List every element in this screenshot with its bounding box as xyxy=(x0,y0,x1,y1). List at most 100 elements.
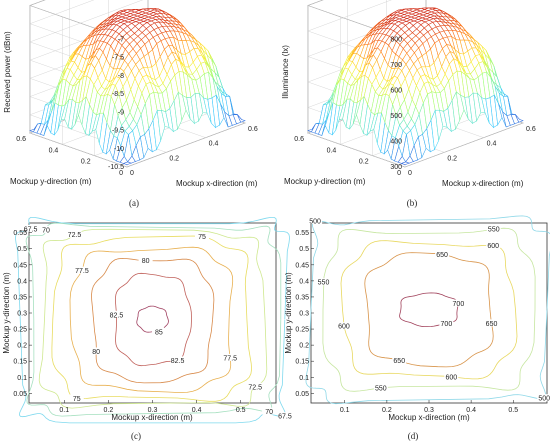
contour-line-77-5 xyxy=(69,246,234,394)
contour-label: 67.5 xyxy=(24,226,38,233)
panel-d-label: (d) xyxy=(408,431,419,441)
panel-d-xlabel: Mockup x-direction (m) xyxy=(388,413,470,422)
contour-label: 77.5 xyxy=(75,268,89,275)
contour-label-bg xyxy=(69,394,84,402)
contour-line-650 xyxy=(364,252,494,368)
z-tick-label: 700 xyxy=(390,62,402,69)
y-tick-label: 0.1 xyxy=(299,375,309,382)
contour-label: 550 xyxy=(488,227,500,234)
contour-label-bg xyxy=(316,278,331,286)
panel-a-label: (a) xyxy=(129,198,139,208)
z-tick-label: 300 xyxy=(390,164,402,171)
grid-line xyxy=(126,122,246,168)
z-tick-label: -10 xyxy=(114,146,124,153)
contour-label: 700 xyxy=(453,301,465,308)
x-tick-label: 0.5 xyxy=(236,407,246,414)
panel-d-contour-labels: 500 500 550 550 550 600 600 600 650 650 650 700 700 xyxy=(308,216,550,403)
contour-label: 80 xyxy=(142,258,150,265)
contour-label-bg xyxy=(39,225,54,233)
contour-label-bg xyxy=(336,322,351,330)
contour-label: 650 xyxy=(486,321,498,328)
z-tick-label: 800 xyxy=(390,37,402,44)
contour-label-bg xyxy=(373,383,388,391)
contour-label-bg xyxy=(537,394,550,402)
y-tick-label: 0 xyxy=(119,170,123,177)
contour-label-bg xyxy=(262,407,277,415)
contour-line-72-5 xyxy=(38,228,268,409)
contour-label-bg xyxy=(23,224,38,232)
y-tick-label: 0.25 xyxy=(295,327,309,334)
contour-label-bg xyxy=(392,356,407,364)
z-tick-label: -9.5 xyxy=(112,128,124,135)
x-tick-label: 0.4 xyxy=(487,141,497,148)
contour-label: 80 xyxy=(92,349,100,356)
y-tick-label: 0 xyxy=(397,170,401,177)
y-tick-label: 0.6 xyxy=(16,136,26,143)
panel-a-surface-mesh xyxy=(29,8,246,165)
contour-label: 550 xyxy=(375,385,387,392)
x-tick-label: 0 xyxy=(130,170,134,177)
panel-b-surface-plot: 300 400 500 600 700 800 0 0.2 0.4 0.6 0 0.2 0.4 0.6 I… xyxy=(281,0,536,208)
contour-label: 650 xyxy=(393,358,405,365)
x-tick-label: 0.3 xyxy=(148,407,158,414)
panel-b-xlabel: Mockup x-direction (m) xyxy=(442,179,524,188)
panel-d-plot-area xyxy=(310,222,548,404)
z-tick-label: 600 xyxy=(390,88,402,95)
panel-c-xlabel: Mockup x-direction (m) xyxy=(111,413,193,422)
panel-a-xlabel: Mockup x-direction (m) xyxy=(176,179,258,188)
contour-label: 650 xyxy=(436,252,448,259)
contour-label-bg xyxy=(170,356,185,364)
x-tick-label: 0.2 xyxy=(382,407,392,414)
panel-b-surface-mesh xyxy=(307,7,524,165)
contour-label: 67.5 xyxy=(278,414,292,421)
y-tick-label: 0.35 xyxy=(13,294,27,301)
x-tick-label: 0.4 xyxy=(192,407,202,414)
y-tick-label: 0.55 xyxy=(295,230,309,237)
y-tick-label: 0.5 xyxy=(17,246,27,253)
y-tick-label: 0.25 xyxy=(13,327,27,334)
contour-label: 75 xyxy=(73,396,81,403)
y-tick-label: 0.4 xyxy=(327,147,337,154)
z-tick-label: -9 xyxy=(118,109,124,116)
panel-c-contour-plot: 67.5 67.5 70 70 72.5 72.5 75 75 77.5 77.5 80 80 82.5… xyxy=(2,217,292,441)
contour-label: 700 xyxy=(441,321,453,328)
z-tick-label: -8 xyxy=(118,73,124,80)
panel-c-contour-labels: 67.5 67.5 70 70 72.5 72.5 75 75 77.5 77.5 80 80 82.5… xyxy=(23,224,292,421)
panel-d-tick-labels: 0.1 0.2 0.3 0.4 0.5 0.05 0.1 0.15 0.2 0.25 0.3 0.35… xyxy=(295,230,518,414)
grid-line xyxy=(307,132,406,168)
y-tick-label: 0.45 xyxy=(295,262,309,269)
contour-label: 600 xyxy=(445,374,457,381)
panel-d-ylabel: Mockup y-direction (m) xyxy=(284,272,293,354)
y-tick-label: 0.4 xyxy=(299,278,309,285)
x-tick-label: 0.4 xyxy=(466,407,476,414)
y-tick-label: 0.3 xyxy=(17,311,27,318)
panel-d-contour-plot: 500500550550550600600600650650650700700 … xyxy=(284,215,550,441)
x-tick-label: 0.2 xyxy=(104,407,114,414)
panel-b-zlabel: Illuminance (lx) xyxy=(281,45,290,99)
grid-line xyxy=(404,122,524,168)
contour-line-80 xyxy=(91,257,215,384)
contour-label-bg xyxy=(484,319,499,327)
panel-a-surface-plot: -10.5 -10 -9.5 -9 -8.5 -8 -7.5 -7 0 0.2 0.4 0.6 0 0.2… xyxy=(3,0,258,208)
grid-line xyxy=(307,0,392,32)
y-tick-label: 0.1 xyxy=(17,375,27,382)
y-tick-label: 0.2 xyxy=(17,343,27,350)
z-tick-label: -7 xyxy=(118,37,124,44)
contour-label-bg xyxy=(308,216,323,224)
contour-label: 75 xyxy=(198,234,206,241)
panel-c-tick-labels: 0.1 0.2 0.3 0.4 0.5 0.05 0.1 0.15 0.2 0.25 0.3 0.35… xyxy=(13,230,245,414)
contour-label-bg xyxy=(277,412,292,420)
z-tick-label: 500 xyxy=(390,113,402,120)
z-tick-label: -10.5 xyxy=(108,164,124,171)
mesh-cell xyxy=(237,114,246,123)
contour-label-bg xyxy=(435,250,450,258)
x-tick-label: 0.4 xyxy=(209,141,219,148)
contour-label: 77.5 xyxy=(223,355,237,362)
x-tick-label: 0.5 xyxy=(508,407,518,414)
x-tick-label: 0.2 xyxy=(447,155,457,162)
y-tick-label: 0.15 xyxy=(295,359,309,366)
panel-a-ylabel: Mockup y-direction (m) xyxy=(10,177,92,186)
y-tick-label: 0.5 xyxy=(299,246,309,253)
contour-label: 82.5 xyxy=(171,358,185,365)
x-tick-label: 0.1 xyxy=(340,407,350,414)
